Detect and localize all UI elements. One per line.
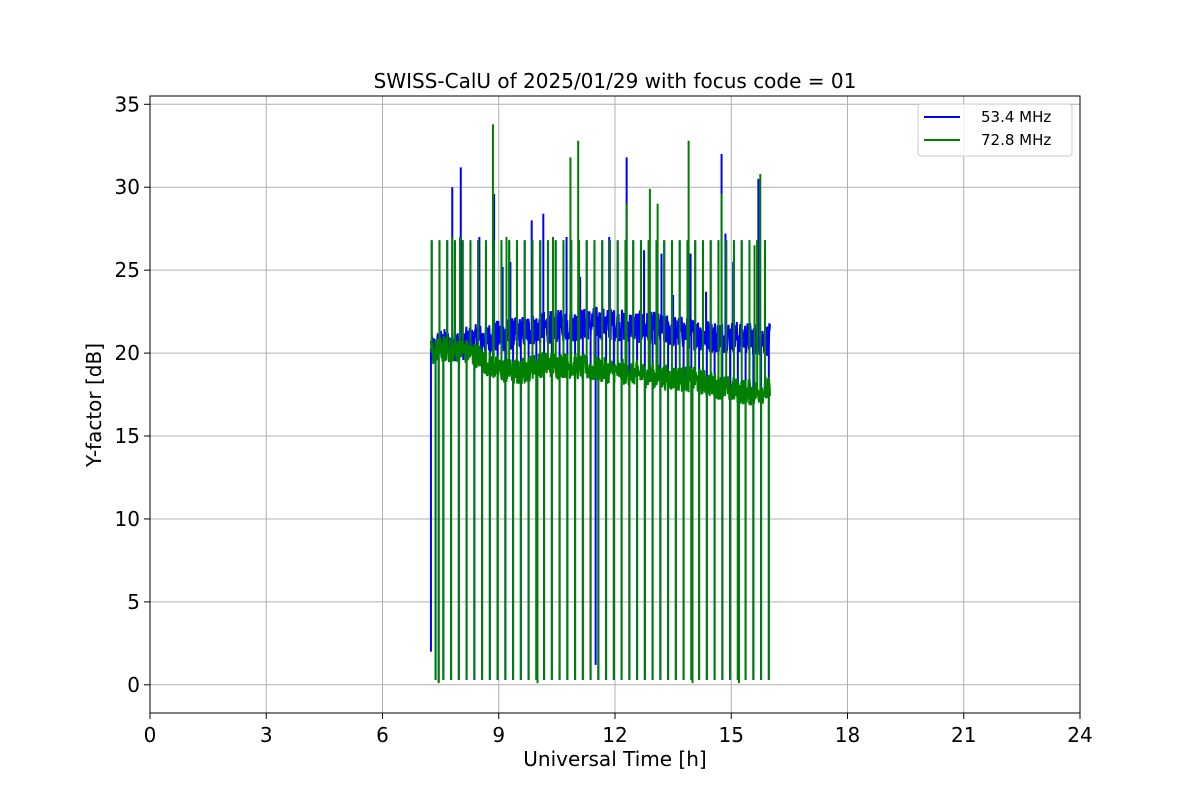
x-tick-label: 24	[1067, 723, 1092, 747]
x-tick-label: 12	[602, 723, 627, 747]
x-tick-label: 3	[260, 723, 273, 747]
y-tick-label: 20	[115, 341, 140, 365]
x-tick-label: 6	[376, 723, 389, 747]
x-axis-label: Universal Time [h]	[523, 747, 706, 771]
chart-title: SWISS-CalU of 2025/01/29 with focus code…	[374, 69, 857, 93]
x-tick-label: 18	[835, 723, 860, 747]
series-line-72-8-mhz	[429, 124, 771, 684]
y-tick-label: 30	[115, 175, 140, 199]
series-layer	[429, 124, 771, 684]
y-tick-label: 10	[115, 507, 140, 531]
legend-label-53-4: 53.4 MHz	[981, 108, 1051, 126]
x-tick-label: 21	[951, 723, 976, 747]
y-tick-label: 0	[127, 673, 140, 697]
legend: 53.4 MHz 72.8 MHz	[917, 103, 1073, 157]
y-tick-label: 5	[127, 590, 140, 614]
x-tick-label: 9	[492, 723, 505, 747]
y-tick-label: 35	[115, 92, 140, 116]
y-axis-label: Y-factor [dB]	[82, 343, 106, 468]
y-axis: 0 5 10 15 20 25 30 35	[115, 92, 150, 697]
x-tick-label: 0	[144, 723, 157, 747]
x-axis: 0 3 6 9 12 15 18 21 24	[144, 713, 1093, 747]
y-tick-label: 25	[115, 258, 140, 282]
legend-label-72-8: 72.8 MHz	[981, 131, 1051, 149]
y-tick-label: 15	[115, 424, 140, 448]
x-tick-label: 15	[719, 723, 744, 747]
